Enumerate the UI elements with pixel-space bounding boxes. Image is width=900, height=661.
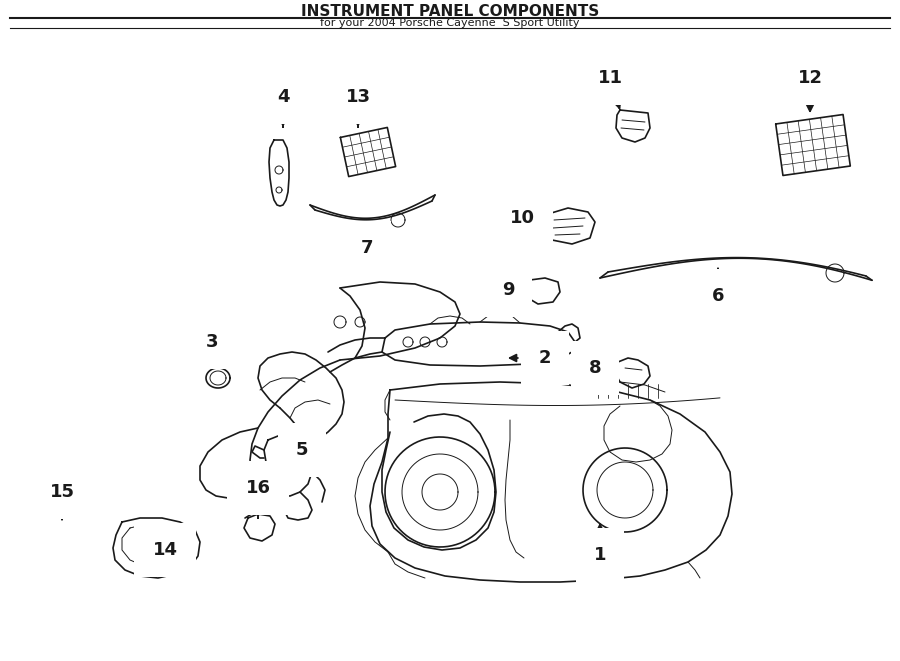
Text: 11: 11 [598,69,623,108]
Text: 3: 3 [206,333,218,363]
Text: 4: 4 [277,88,289,127]
Text: 13: 13 [346,88,371,127]
Text: 5: 5 [283,441,308,459]
Text: for your 2004 Porsche Cayenne  S Sport Utility: for your 2004 Porsche Cayenne S Sport Ut… [320,18,580,28]
Text: 6: 6 [712,269,724,305]
Text: 15: 15 [50,483,75,519]
Text: INSTRUMENT PANEL COMPONENTS: INSTRUMENT PANEL COMPONENTS [301,5,599,20]
Text: 10: 10 [509,209,544,227]
Text: 7: 7 [355,232,374,257]
Text: 9: 9 [502,281,526,299]
Text: 8: 8 [589,359,613,377]
Text: 12: 12 [797,69,823,111]
Text: 2: 2 [509,349,551,367]
Text: 14: 14 [152,541,180,559]
Text: 16: 16 [246,479,271,518]
Text: 1: 1 [594,524,607,564]
